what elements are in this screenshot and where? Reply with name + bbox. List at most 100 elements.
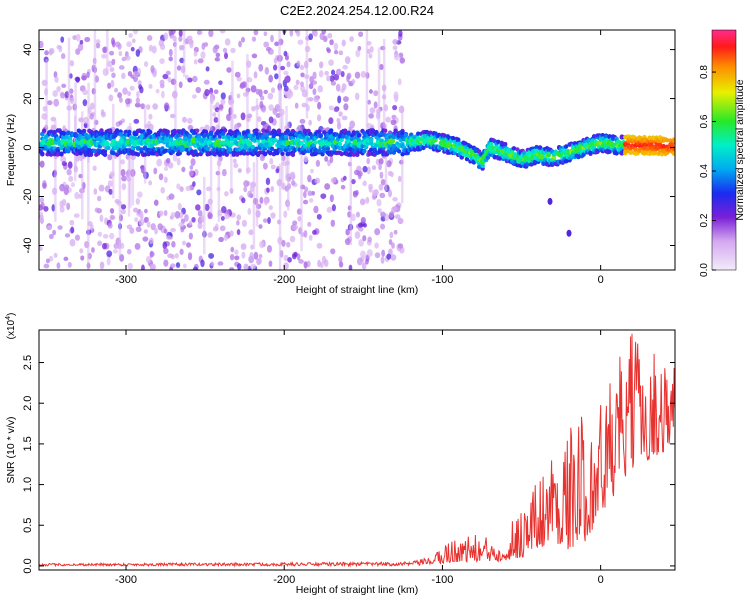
heatmap-noise-point: [181, 116, 188, 123]
heatmap-streak: [349, 123, 353, 246]
heatmap-noise-point: [236, 76, 242, 82]
heatmap-noise-point: [338, 111, 343, 117]
heatmap-ridge-point: [83, 132, 89, 138]
heatmap-noise-point: [118, 50, 123, 57]
heatmap-noise-point: [316, 114, 322, 122]
heatmap-noise-point: [63, 256, 69, 262]
heatmap-noise-point: [176, 183, 181, 190]
heatmap-ridge-point: [450, 135, 456, 141]
top-x-tick-label: -300: [115, 274, 137, 286]
heatmap-noise-point: [177, 202, 182, 211]
heatmap-ridge-point: [607, 149, 612, 154]
top-x-tick-label: -100: [431, 274, 453, 286]
top-y-tick-label: 20: [22, 92, 34, 104]
heatmap-noise-point: [263, 198, 269, 206]
heatmap-noise-point: [121, 56, 127, 62]
heatmap-noise-point: [275, 168, 280, 174]
heatmap-noise-point: [111, 58, 116, 66]
heatmap-noise-point: [307, 174, 312, 183]
heatmap-noise-point: [163, 259, 169, 267]
heatmap-noise-point: [268, 74, 274, 83]
heatmap-noise-point: [369, 45, 374, 53]
heatmap-points: [39, 30, 675, 270]
bottom-y-tick-label: 2.0: [22, 396, 34, 411]
heatmap-noise-point: [390, 254, 397, 261]
top-y-axis-label: Frequency (Hz): [5, 114, 17, 186]
heatmap-noise-point: [126, 248, 132, 255]
heatmap-noise-point: [99, 261, 105, 270]
heatmap-noise-point: [366, 249, 373, 257]
bottom-y-tick-label: 1.0: [22, 477, 34, 492]
heatmap-noise-point: [329, 156, 334, 164]
heatmap-noise-point: [136, 91, 140, 98]
heatmap-noise-point: [380, 256, 385, 264]
heatmap-noise-point: [195, 204, 201, 211]
heatmap-noise-point: [351, 79, 356, 84]
heatmap-isolated-point: [547, 197, 553, 205]
heatmap-noise-point: [218, 104, 224, 110]
heatmap-streak: [365, 30, 369, 130]
heatmap-ridge-point: [476, 164, 482, 170]
heatmap-noise-point: [259, 196, 264, 204]
heatmap-ridge-point: [48, 129, 54, 134]
heatmap-noise-point: [356, 211, 360, 218]
heatmap-noise-point: [169, 113, 176, 119]
heatmap-noise-point: [143, 216, 148, 224]
heatmap-ridge-point: [600, 132, 605, 138]
heatmap-ridge-point: [222, 128, 228, 133]
heatmap-noise-point: [111, 72, 116, 79]
heatmap-noise-point: [68, 175, 74, 182]
heatmap-ridge-point: [290, 152, 296, 158]
heatmap-ridge-point: [250, 144, 256, 150]
heatmap-noise-point: [329, 75, 335, 83]
heatmap-ridge-point: [55, 152, 61, 157]
heatmap-noise-point: [170, 263, 176, 268]
heatmap-noise-point: [343, 103, 349, 111]
heatmap-ridge-point: [128, 135, 134, 140]
heatmap-ridge-point: [40, 132, 45, 137]
heatmap-noise-point: [389, 231, 394, 239]
heatmap-noise-point: [67, 161, 73, 169]
heatmap-noise-point: [392, 45, 398, 51]
heatmap-noise-point: [234, 255, 240, 261]
heatmap-noise-point: [299, 64, 305, 71]
heatmap-noise-point: [176, 157, 181, 166]
heatmap-noise-point: [215, 52, 221, 58]
heatmap-noise-point: [201, 42, 206, 51]
heatmap-noise-point: [267, 92, 274, 100]
heatmap-noise-point: [330, 80, 337, 86]
heatmap-noise-point: [219, 225, 226, 232]
heatmap-noise-point: [120, 208, 126, 215]
heatmap-streak: [279, 87, 282, 154]
heatmap-noise-point: [302, 199, 309, 205]
heatmap-noise-point: [189, 40, 194, 49]
heatmap-noise-point: [344, 238, 351, 246]
heatmap-noise-point: [386, 160, 392, 168]
heatmap-ridge-point: [264, 129, 270, 134]
heatmap-noise-point: [132, 207, 139, 213]
heatmap-ridge-point: [92, 148, 97, 153]
heatmap-noise-point: [74, 76, 81, 82]
heatmap-noise-point: [251, 53, 258, 59]
heatmap-noise-point: [298, 259, 304, 264]
heatmap-noise-point: [56, 44, 62, 50]
heatmap-noise-point: [236, 214, 242, 221]
heatmap-noise-point: [61, 83, 67, 89]
heatmap-noise-point: [122, 87, 128, 95]
heatmap-noise-point: [349, 36, 354, 43]
heatmap-noise-point: [163, 228, 168, 234]
heatmap-ridge-point: [403, 132, 409, 138]
heatmap-noise-point: [193, 59, 198, 65]
heatmap-noise-point: [159, 58, 165, 64]
heatmap-noise-point: [178, 222, 185, 228]
heatmap-noise-point: [371, 189, 378, 197]
heatmap-noise-point: [316, 213, 322, 220]
heatmap-noise-point: [261, 107, 266, 113]
heatmap-noise-point: [397, 243, 404, 249]
heatmap-noise-point: [333, 107, 339, 113]
heatmap-noise-point: [378, 158, 384, 165]
heatmap-ridge-point: [647, 135, 652, 140]
heatmap-ridge-point: [313, 151, 318, 157]
heatmap-noise-point: [362, 235, 367, 242]
heatmap-noise-point: [358, 239, 364, 247]
